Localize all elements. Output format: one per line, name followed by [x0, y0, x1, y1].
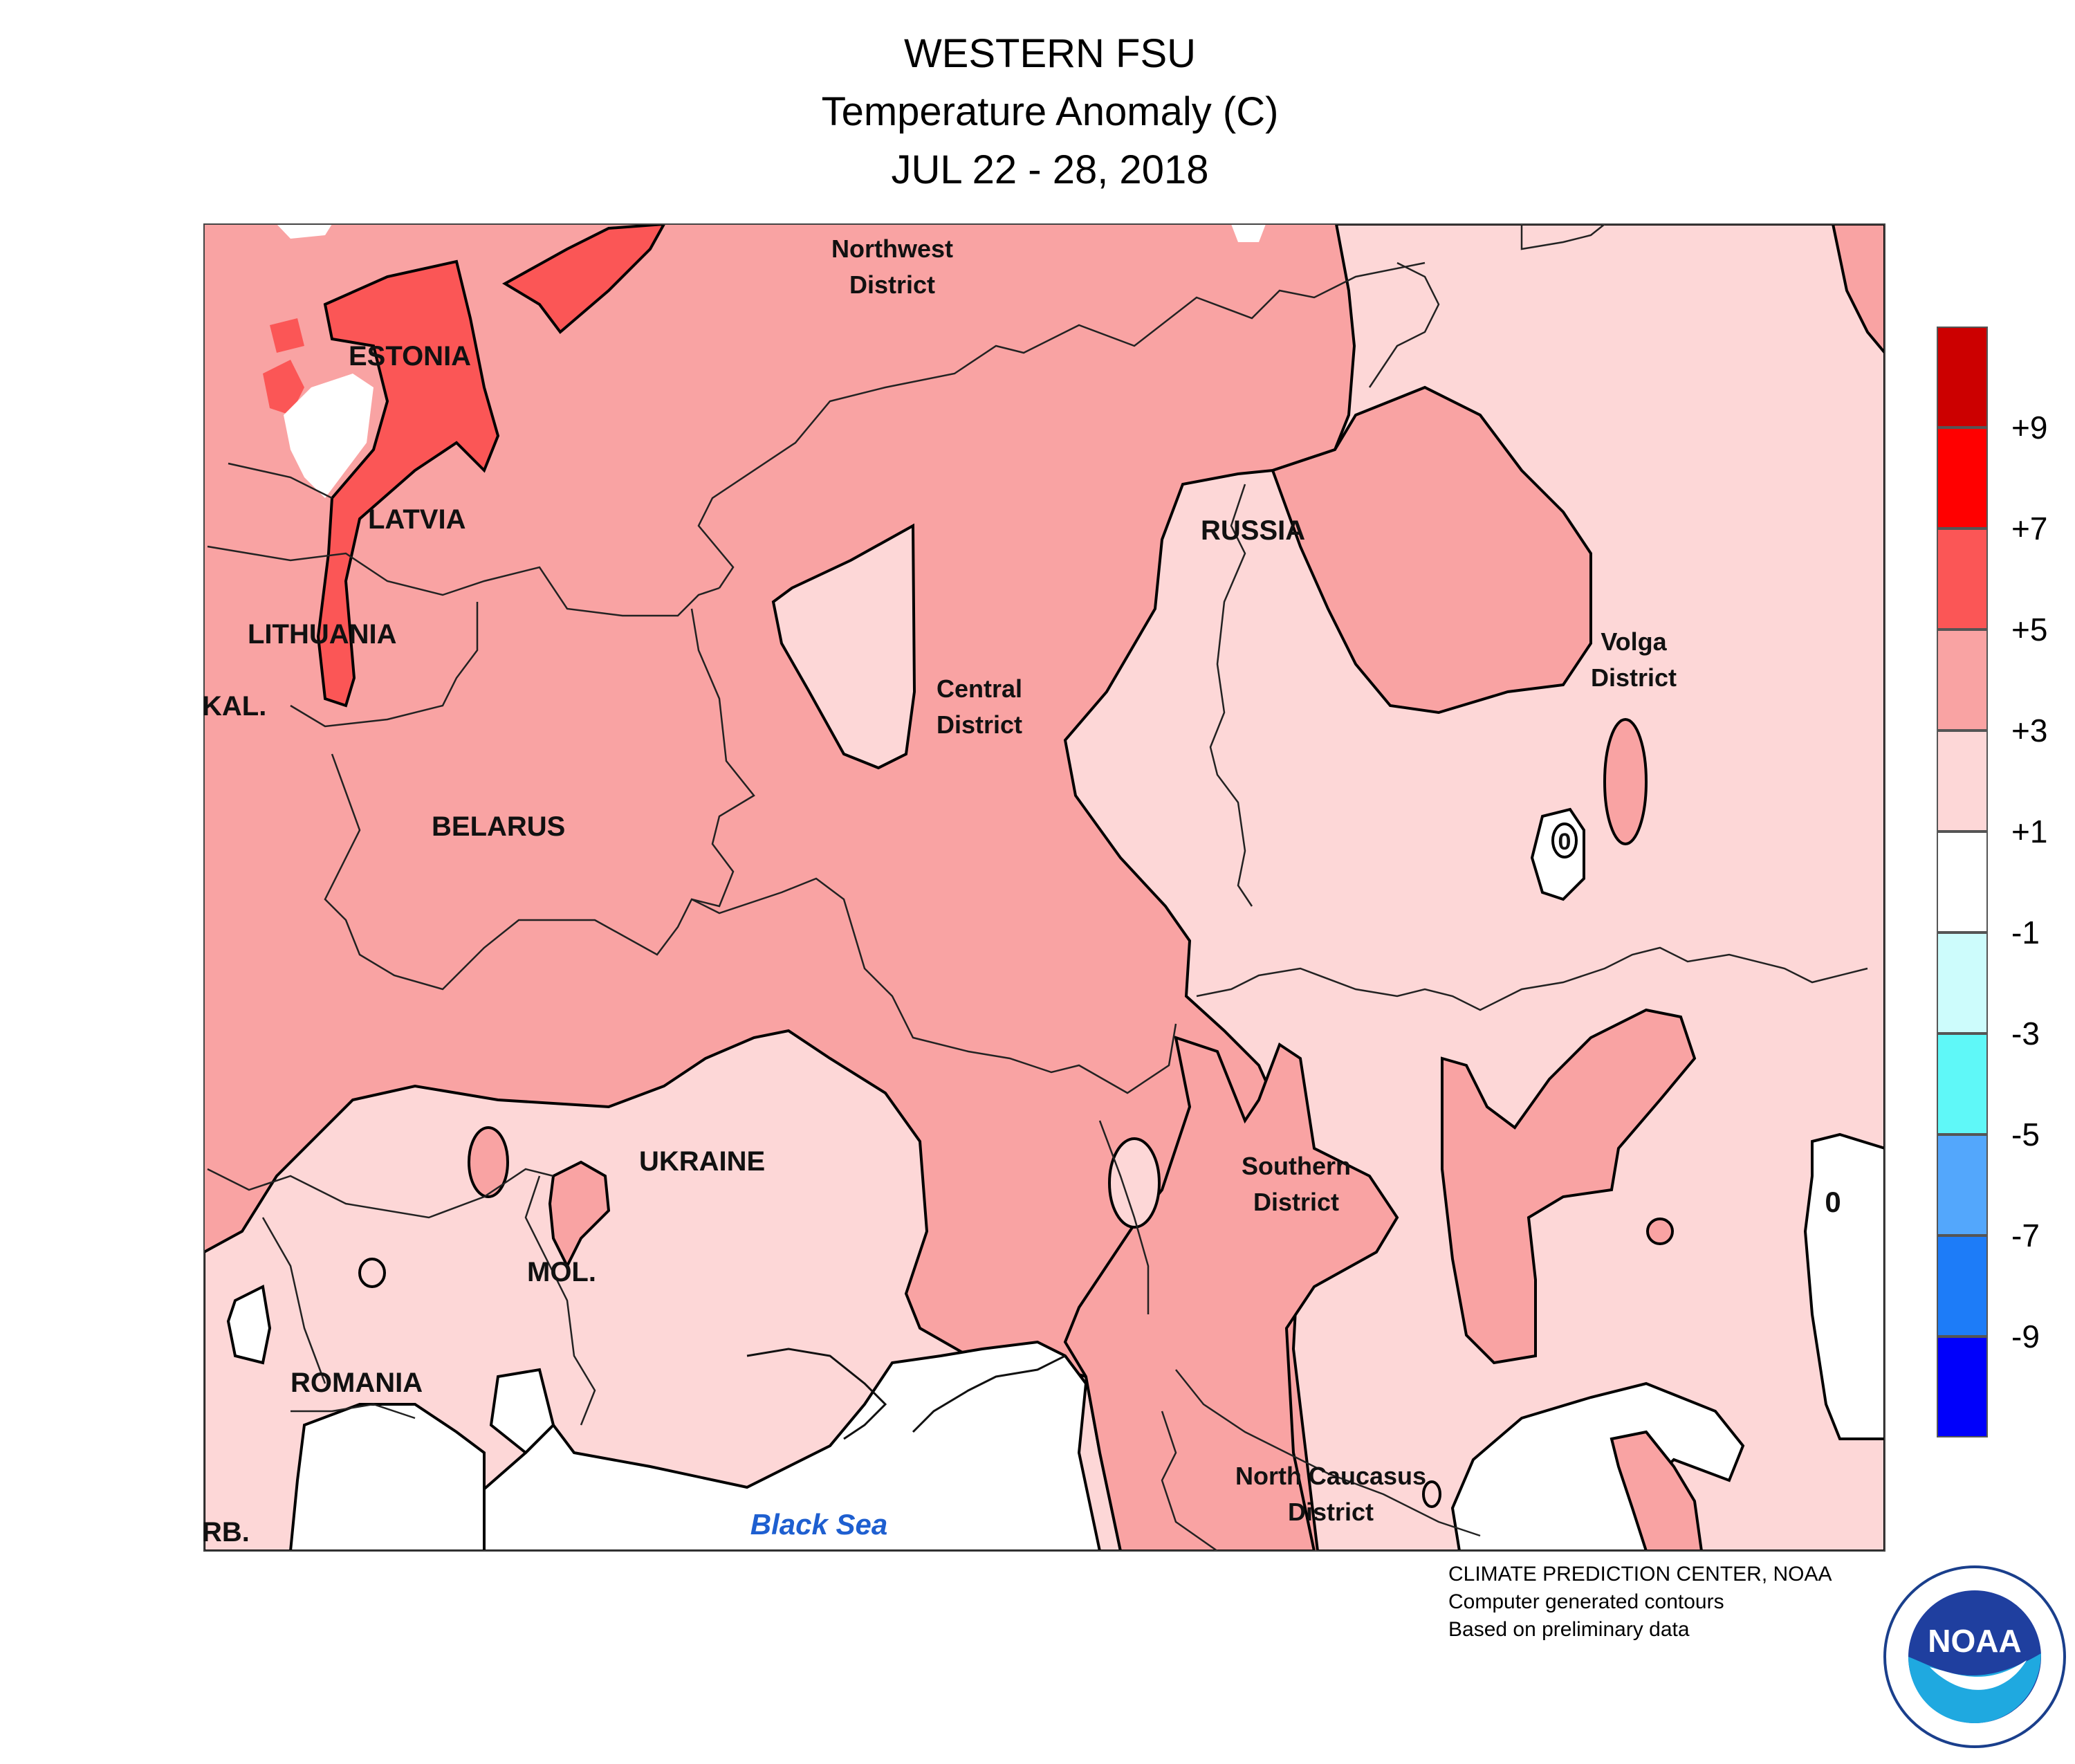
label-estonia: ESTONIA: [349, 341, 471, 371]
anomaly-fill-5-7-gulf: [502, 224, 666, 334]
legend-label: +7: [2011, 511, 2048, 546]
anomaly-fill-3-5-caspian: [1610, 1430, 1704, 1551]
coastline: [746, 1348, 1066, 1440]
map-title: WESTERN FSU Temperature Anomaly (C) JUL …: [0, 25, 2075, 199]
anomaly-fill-3-5-ne-strip: [1831, 224, 1885, 356]
legend-swatch: [1937, 932, 1988, 1033]
noaa-logo-wordmark: NOAA: [1928, 1623, 2021, 1659]
anomaly-fill-3-5-mol: [548, 1160, 611, 1269]
label-southern-1: Southern: [1242, 1152, 1351, 1180]
label-central-1: Central: [937, 674, 1022, 703]
legend-swatch: [1937, 1336, 1988, 1437]
legend-label: +9: [2011, 410, 2048, 445]
credit-method: Computer generated contours: [1448, 1590, 1724, 1613]
anomaly-fill-5-7-baltic: [316, 259, 500, 708]
anomaly-fill-near-normal-romania: [288, 1403, 486, 1551]
legend-swatch: [1937, 630, 1988, 731]
legend-swatch: [1937, 428, 1988, 529]
label-northwest-2: District: [849, 270, 935, 299]
credits-block: CLIMATE PREDICTION CENTER, NOAA Computer…: [1448, 1561, 1832, 1644]
anomaly-fill-3-5-rom: [358, 1258, 386, 1288]
label-black-sea: Black Sea: [750, 1508, 887, 1541]
title-dates: JUL 22 - 28, 2018: [891, 147, 1209, 192]
map-frame: [203, 223, 1885, 1552]
anomaly-fill-5-7-islands: [263, 318, 304, 415]
anomaly-fill-3-5-volga: [1271, 385, 1592, 715]
anomaly-fill-1-3-central: [771, 523, 916, 770]
legend-label: -3: [2011, 1016, 2040, 1051]
title-variable: Temperature Anomaly (C): [821, 89, 1279, 134]
credit-data-note: Based on preliminary data: [1448, 1618, 1690, 1641]
legend-label: -9: [2011, 1319, 2040, 1354]
legend-label: +1: [2011, 814, 2048, 849]
anomaly-fill-3-5-ukr2: [1646, 1218, 1674, 1245]
label-volga-2: District: [1591, 663, 1677, 692]
legend-swatch: [1937, 1033, 1988, 1134]
legend-label: -5: [2011, 1117, 2040, 1152]
title-region: WESTERN FSU: [903, 31, 1197, 76]
anomaly-fill-3-5-lowervolga: [1441, 1008, 1697, 1365]
anomaly-fill-near-normal-east: [1803, 1132, 1885, 1440]
legend-swatch: [1937, 529, 1988, 630]
label-ukraine: UKRAINE: [639, 1146, 765, 1177]
label-northwest-1: Northwest: [831, 235, 953, 263]
anomaly-fill-1-3-dot: [1422, 1480, 1441, 1508]
label-moldova: MOL.: [527, 1257, 596, 1287]
anomaly-fill-near-normal-caspian: [1450, 1381, 1745, 1551]
legend-swatch: [1937, 327, 1988, 428]
legend-label: +3: [2011, 713, 2048, 748]
anomaly-fill-near-normal-sw: [226, 1285, 272, 1365]
label-serbia: RB.: [202, 1517, 250, 1547]
legend-label: -7: [2011, 1218, 2040, 1253]
legend-swatch: [1937, 832, 1988, 932]
label-central-2: District: [937, 710, 1022, 739]
legend-swatch: [1937, 1235, 1988, 1336]
label-belarus: BELARUS: [432, 811, 565, 842]
anomaly-fill-3-5-southern: [1063, 1036, 1399, 1551]
political-borders: [207, 224, 1868, 1551]
anomaly-fill-near-normal-blacksea: [468, 1340, 1102, 1551]
anomaly-fill-1-3-oval-south: [1108, 1137, 1161, 1229]
legend-label: -1: [2011, 915, 2040, 950]
noaa-logo: NOAA: [1883, 1565, 2066, 1748]
credit-agency: CLIMATE PREDICTION CENTER, NOAA: [1448, 1563, 1832, 1586]
label-romania: ROMANIA: [290, 1368, 423, 1398]
label-ncaucasus-2: District: [1288, 1498, 1374, 1526]
label-kaliningrad: KAL.: [202, 691, 266, 722]
label-latvia: LATVIA: [368, 504, 465, 535]
anomaly-fill-near-normal-romania2: [489, 1368, 555, 1455]
label-ncaucasus-1: North Caucasus: [1235, 1462, 1426, 1490]
label-southern-2: District: [1253, 1188, 1339, 1216]
label-lithuania: LITHUANIA: [248, 619, 397, 650]
anomaly-fill-near-normal-volgaspot-inner: [1551, 823, 1578, 858]
legend-label: +5: [2011, 612, 2048, 647]
contour-label-zero-east: 0: [1825, 1186, 1841, 1218]
label-volga-1: Volga: [1601, 627, 1667, 656]
contour-label-zero-volga: 0: [1558, 829, 1571, 855]
label-russia: RUSSIA: [1201, 515, 1305, 546]
legend-swatch: [1937, 1134, 1988, 1235]
anomaly-fill-3-5-volgaoval: [1603, 718, 1648, 845]
noaa-logo-gull-white: [1930, 1660, 2027, 1690]
legend-swatch: [1937, 731, 1988, 832]
anomaly-fill-near-normal-estonia: [284, 374, 374, 498]
anomaly-fill-3-5-ukr1: [468, 1126, 509, 1198]
